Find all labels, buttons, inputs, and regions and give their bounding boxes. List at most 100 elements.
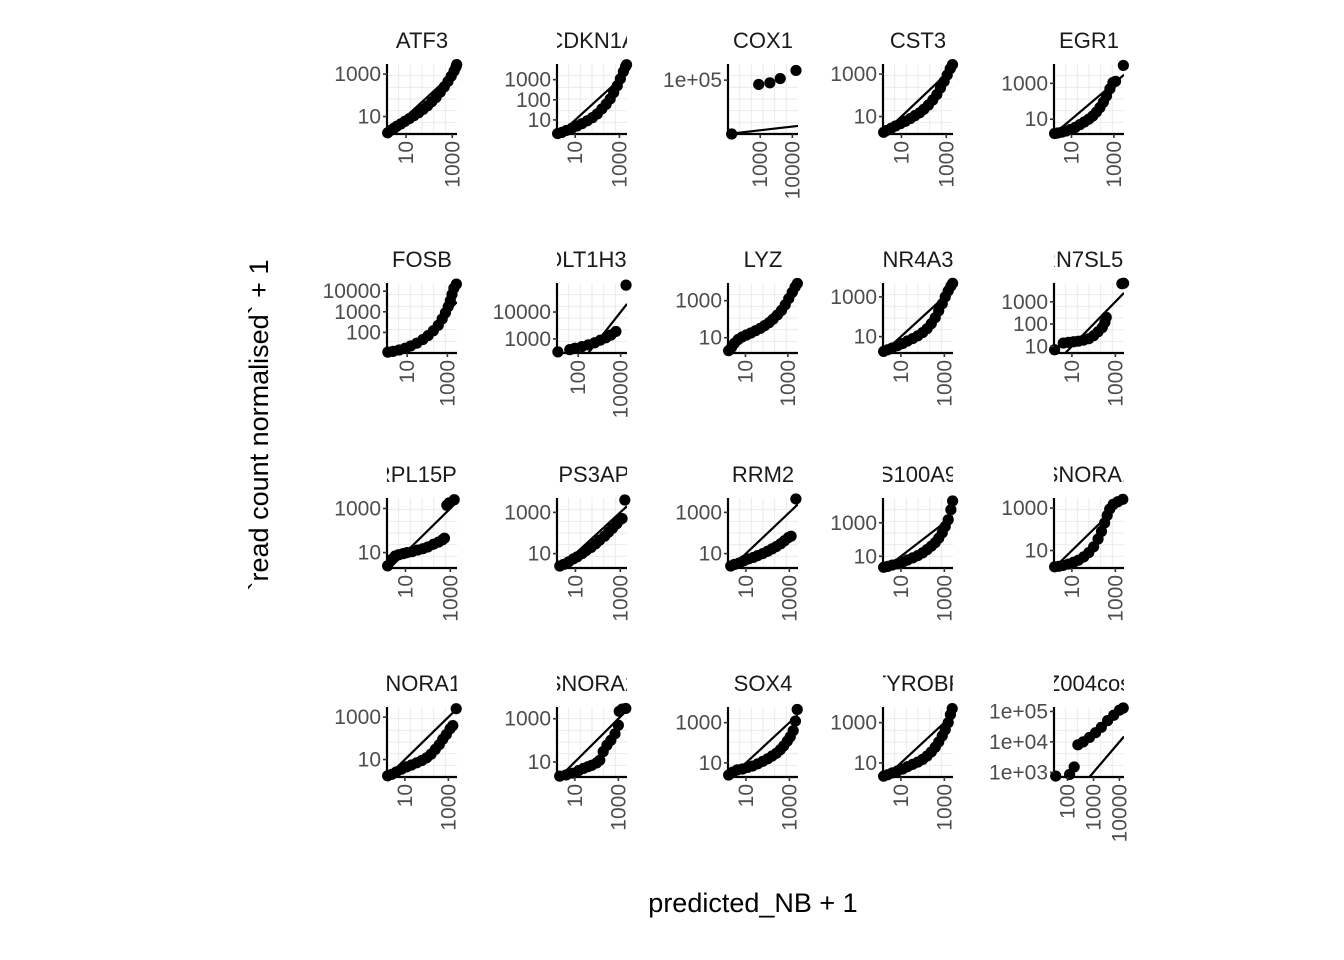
panel-tyrobp: TYROBP 10 1000 10 1000 [830, 671, 963, 831]
panel-title: TYROBP [873, 671, 963, 696]
y-tick-label: 10 [1025, 335, 1048, 358]
data-point [451, 59, 463, 71]
x-tick-label: 10 [564, 784, 587, 807]
data-point [774, 72, 786, 85]
y-tick-label: 1000 [830, 712, 877, 735]
panel-title: COX1 [733, 28, 793, 53]
data-point [450, 703, 462, 715]
panel-title: RPL15P3 [375, 462, 469, 487]
data-point [447, 719, 459, 732]
x-tick-label: 1000 [608, 141, 631, 188]
reference-line [1088, 735, 1124, 777]
y-tick-label: 100 [1013, 313, 1048, 336]
x-tick-label: 10000 [610, 360, 633, 418]
y-tick-label: 1000 [675, 712, 722, 735]
points [382, 703, 462, 782]
data-point [1100, 311, 1112, 323]
y-tick-label: 1000 [675, 290, 722, 313]
data-point [619, 494, 631, 506]
panel-title: EGR1 [1059, 28, 1119, 53]
panel-sox4: SOX4 10 1000 10 1000 [675, 671, 803, 831]
x-tick-label: 10 [735, 784, 758, 807]
panel-title: RPS3AP5 [542, 462, 641, 487]
y-tick-label: 10 [358, 542, 381, 565]
data-point [791, 277, 803, 290]
points [382, 494, 460, 572]
x-tick-label: 1000 [935, 141, 958, 188]
y-tick-label: 1000 [334, 498, 381, 521]
panel-title: SOX4 [734, 671, 793, 696]
panel-rps3ap5: RPS3AP5 10 1000 10 1000 [504, 462, 641, 622]
x-tick-label: 10 [734, 360, 757, 383]
panel-golt1h3ap: GOLT1H3AP 1000 10000 100 10000 [493, 247, 656, 418]
x-tick-label: 10 [735, 575, 758, 598]
y-tick-label: 10 [854, 752, 877, 775]
y-tick-label: 1e+04 [989, 731, 1048, 754]
data-point [610, 325, 622, 338]
y-tick-label: 10 [854, 545, 877, 568]
x-tick-label: 10 [394, 575, 417, 598]
y-tick-label: 10 [358, 749, 381, 772]
data-point [594, 754, 606, 766]
panel-title: S100A9 [879, 462, 957, 487]
panel-title: CST3 [890, 28, 946, 53]
data-point [1068, 761, 1080, 773]
y-tick-label: 10 [358, 106, 381, 129]
panel-rrm2: RRM2 10 1000 10 1000 [675, 462, 802, 622]
y-tick-label: 1000 [1001, 72, 1048, 95]
y-tick-label: 1e+05 [989, 700, 1048, 723]
points [552, 59, 633, 140]
panel-title: FOSB [392, 247, 452, 272]
panel-title: LYZ [744, 247, 783, 272]
y-tick-label: 10 [699, 327, 722, 350]
points [1049, 277, 1130, 356]
y-tick-label: 1000 [830, 63, 877, 86]
x-tick-label: 1000 [436, 360, 459, 407]
y-tick-label: 1e+03 [989, 761, 1048, 784]
x-tick-label: 1000 [1104, 575, 1127, 622]
panel-title: ATF3 [396, 28, 448, 53]
y-tick-label: 1000 [830, 512, 877, 535]
panel-rpl15p3: RPL15P3 10 1000 10 1000 [334, 462, 469, 622]
panel-snora2: SNORA2 10 1000 10 1000 [504, 671, 632, 831]
data-point [785, 530, 797, 542]
x-tick-label: 1000 [1082, 784, 1105, 831]
points [554, 702, 632, 782]
data-point [791, 703, 803, 716]
data-point [946, 702, 958, 715]
panel-title: SNORA18 [371, 671, 474, 696]
y-tick-label: 1e+05 [663, 69, 722, 92]
x-tick-label: 1000 [778, 784, 801, 831]
points [1048, 59, 1129, 140]
data-point [450, 278, 462, 290]
grid [1054, 64, 1124, 134]
y-tick-label: 100 [346, 321, 381, 344]
panel-title: SNORA1 [1044, 462, 1134, 487]
panel-title: NR4A3 [883, 247, 954, 272]
y-tick-label: 10 [1025, 540, 1048, 563]
y-tick-label: 1000 [1001, 497, 1048, 520]
x-tick-label: 1000 [437, 784, 460, 831]
x-tick-label: 10 [564, 141, 587, 164]
y-tick-label: 100 [516, 89, 551, 112]
y-tick-label: 1000 [1001, 291, 1048, 314]
panel-nr4a3: NR4A3 10 1000 10 1000 [830, 247, 959, 407]
data-point [1109, 75, 1122, 87]
panel-lyz: LYZ 10 1000 10 1000 [675, 247, 803, 407]
points [723, 703, 803, 781]
data-point [609, 728, 621, 740]
data-point [438, 532, 451, 544]
data-point [753, 78, 765, 91]
data-point [620, 279, 632, 291]
y-tick-label: 10 [699, 543, 722, 566]
panel-title: RRM2 [732, 462, 794, 487]
x-tick-label: 10 [395, 141, 418, 164]
x-tick-label: 1000 [749, 141, 772, 188]
x-tick-label: 10 [890, 575, 913, 598]
x-tick-label: 1000 [933, 575, 956, 622]
y-tick-label: 1000 [334, 706, 381, 729]
y-tick-label: 10 [854, 106, 877, 129]
panel-title: GOLT1H3AP [528, 247, 656, 272]
data-point [790, 64, 802, 77]
